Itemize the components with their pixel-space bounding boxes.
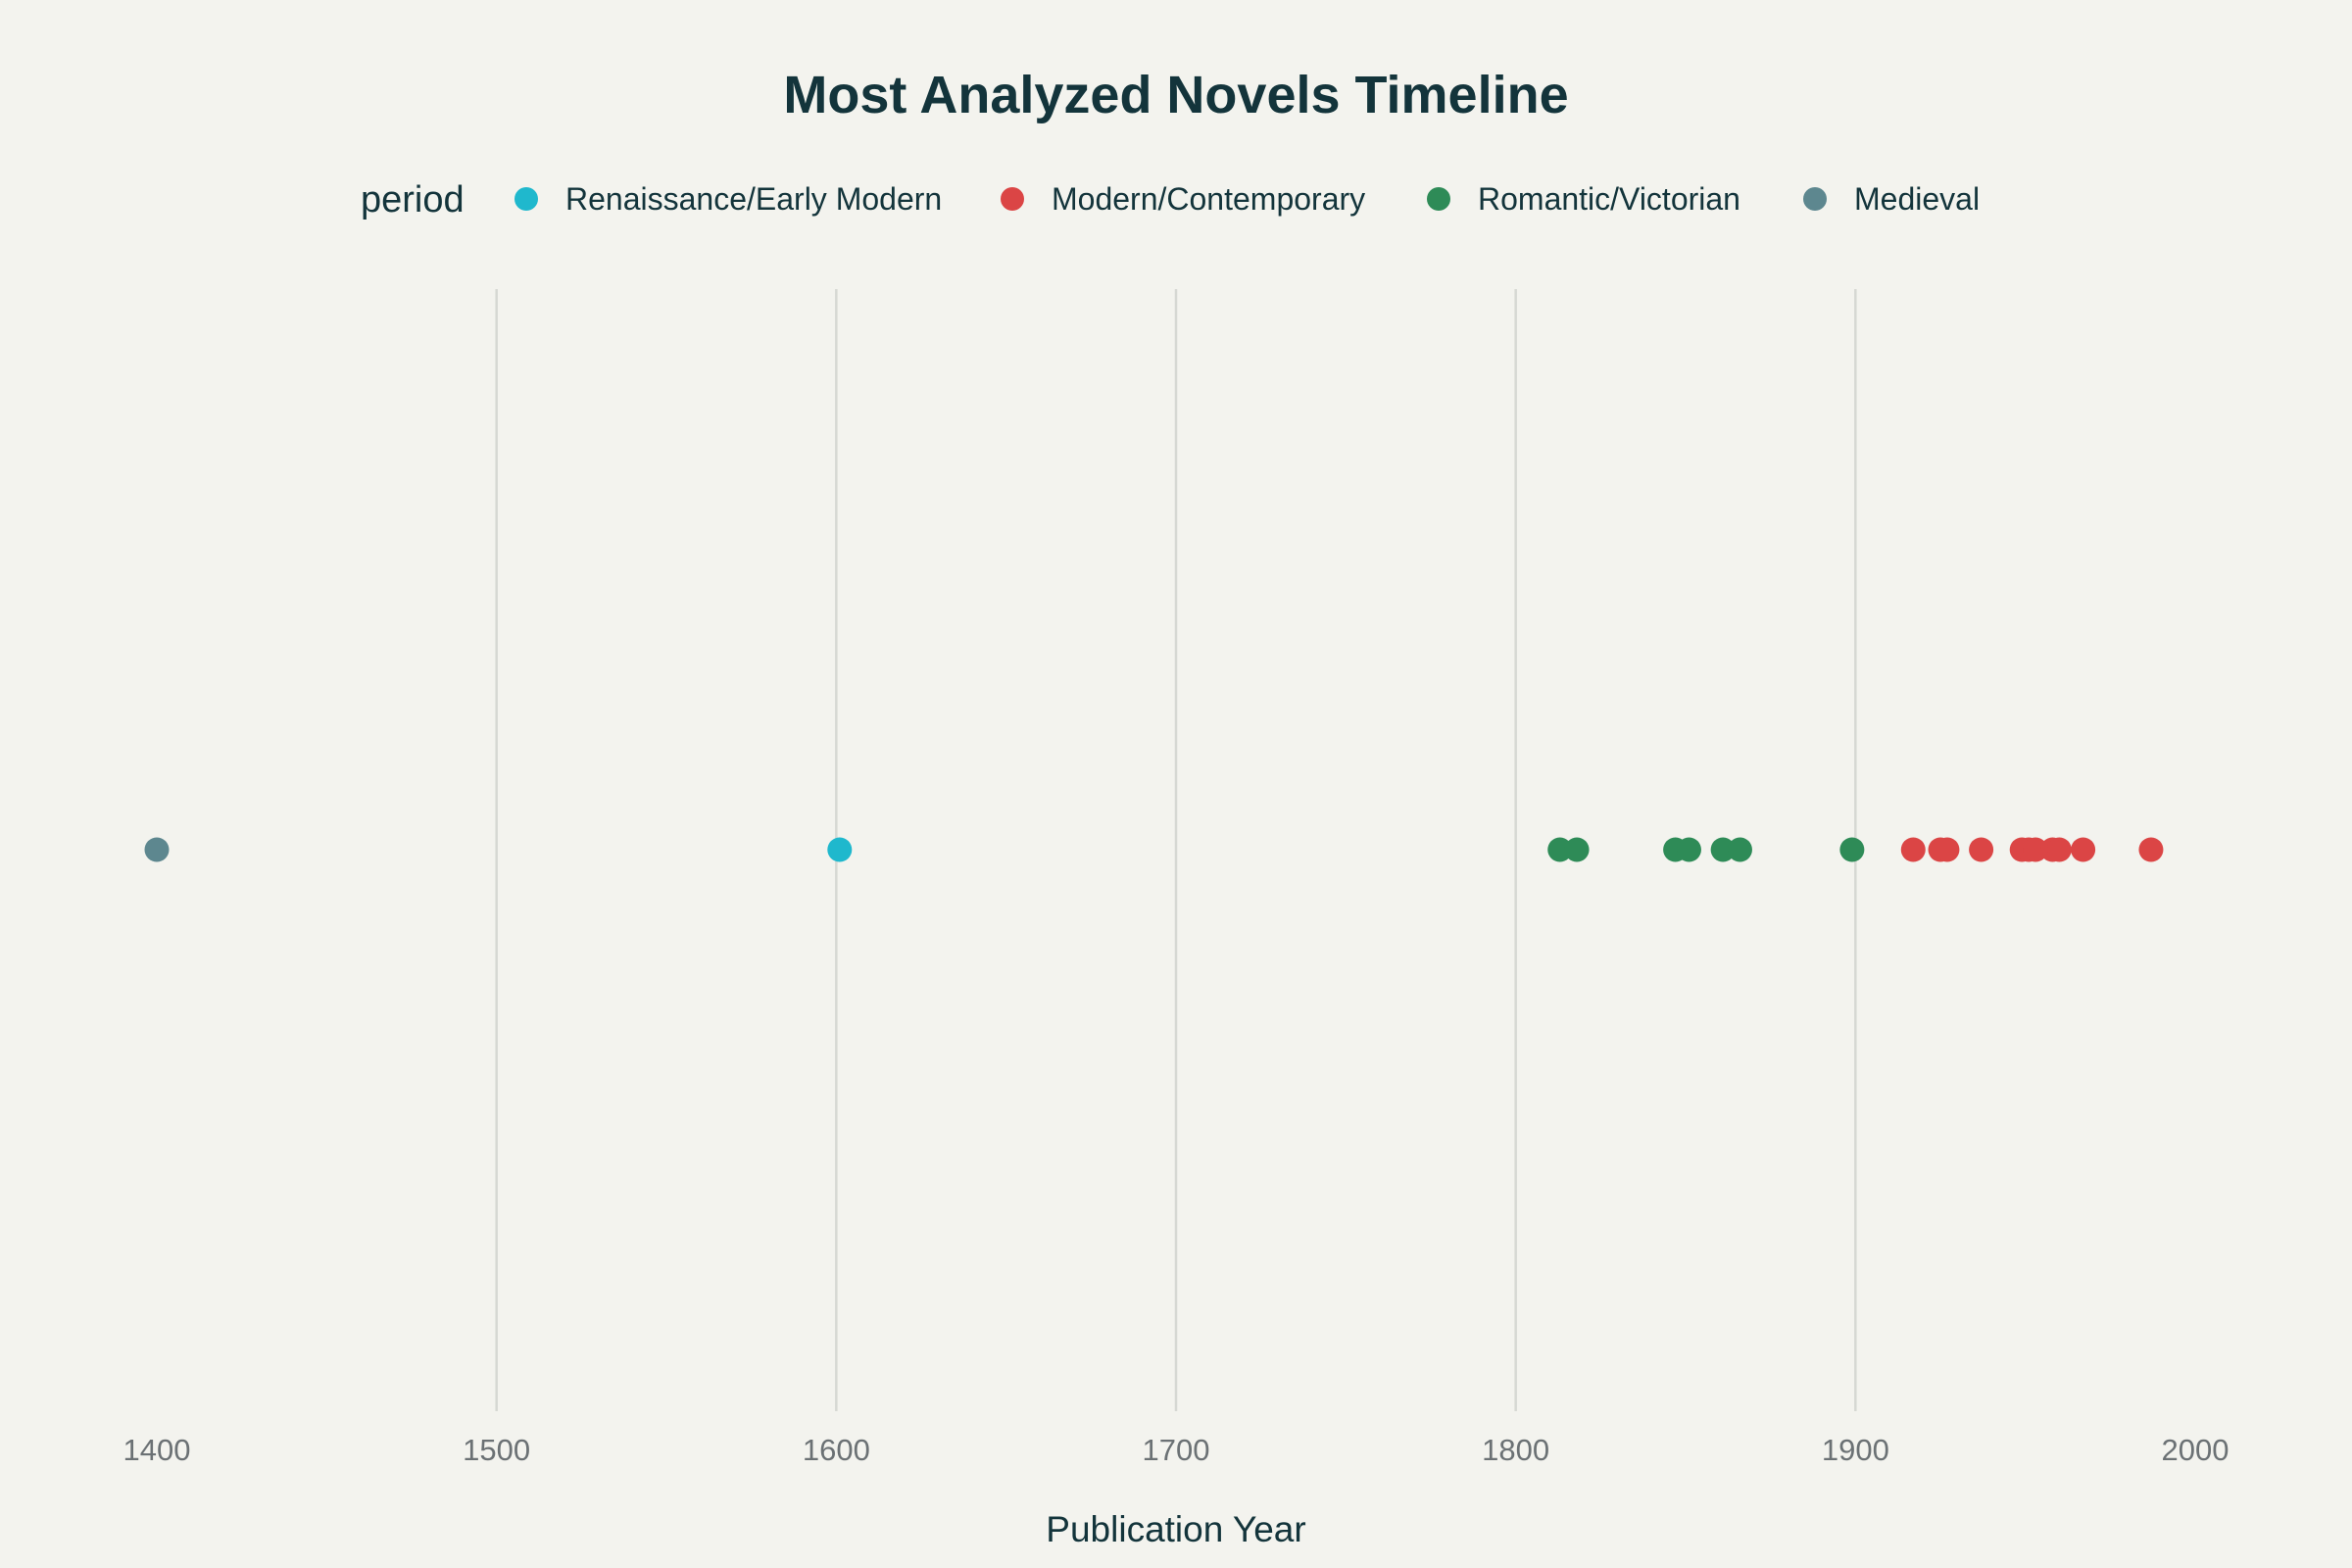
- data-point[interactable]: [1547, 837, 1573, 862]
- data-point[interactable]: [1676, 837, 1701, 862]
- x-tick-label: 1900: [1822, 1433, 1889, 1467]
- legend-marker: [1001, 187, 1024, 211]
- data-point[interactable]: [2046, 837, 2072, 862]
- data-point[interactable]: [144, 837, 170, 862]
- x-axis-ticks: 1400 1500 1600 1700 1800 1900 2000: [123, 1433, 2230, 1467]
- legend-label: Modern/Contemporary: [1052, 181, 1365, 217]
- data-point[interactable]: [1710, 837, 1736, 862]
- legend-marker: [1427, 187, 1450, 211]
- x-tick-label: 2000: [2162, 1433, 2230, 1467]
- legend-item[interactable]: Medieval: [1803, 181, 1980, 217]
- data-point[interactable]: [1900, 837, 1926, 862]
- data-point[interactable]: [1969, 837, 1994, 862]
- legend-item[interactable]: Renaissance/Early Modern: [514, 181, 942, 217]
- legend-title: period: [361, 179, 465, 220]
- data-point[interactable]: [2138, 837, 2164, 862]
- legend-label: Romantic/Victorian: [1478, 181, 1740, 217]
- x-tick-label: 1600: [803, 1433, 870, 1467]
- x-tick-label: 1500: [463, 1433, 530, 1467]
- data-point[interactable]: [1839, 837, 1865, 862]
- data-point[interactable]: [2023, 837, 2048, 862]
- legend-marker: [514, 187, 538, 211]
- legend[interactable]: period Renaissance/Early Modern Modern/Co…: [361, 179, 1980, 220]
- chart-title: Most Analyzed Novels Timeline: [783, 66, 1568, 124]
- data-point[interactable]: [827, 837, 853, 862]
- legend-items[interactable]: Renaissance/Early Modern Modern/Contempor…: [514, 181, 1980, 217]
- legend-label: Renaissance/Early Modern: [565, 181, 942, 217]
- x-axis-title: Publication Year: [1046, 1509, 1305, 1549]
- x-tick-label: 1800: [1482, 1433, 1549, 1467]
- legend-marker: [1803, 187, 1827, 211]
- x-tick-label: 1700: [1143, 1433, 1210, 1467]
- legend-label: Medieval: [1854, 181, 1980, 217]
- x-tick-label: 1400: [123, 1433, 191, 1467]
- legend-item[interactable]: Modern/Contemporary: [1001, 181, 1365, 217]
- data-point[interactable]: [1564, 837, 1590, 862]
- data-point[interactable]: [1935, 837, 1960, 862]
- gridlines: [495, 289, 1857, 1411]
- data-point[interactable]: [2071, 837, 2096, 862]
- legend-item[interactable]: Romantic/Victorian: [1427, 181, 1740, 217]
- data-point[interactable]: [1727, 837, 1752, 862]
- data-points[interactable]: [144, 837, 2164, 862]
